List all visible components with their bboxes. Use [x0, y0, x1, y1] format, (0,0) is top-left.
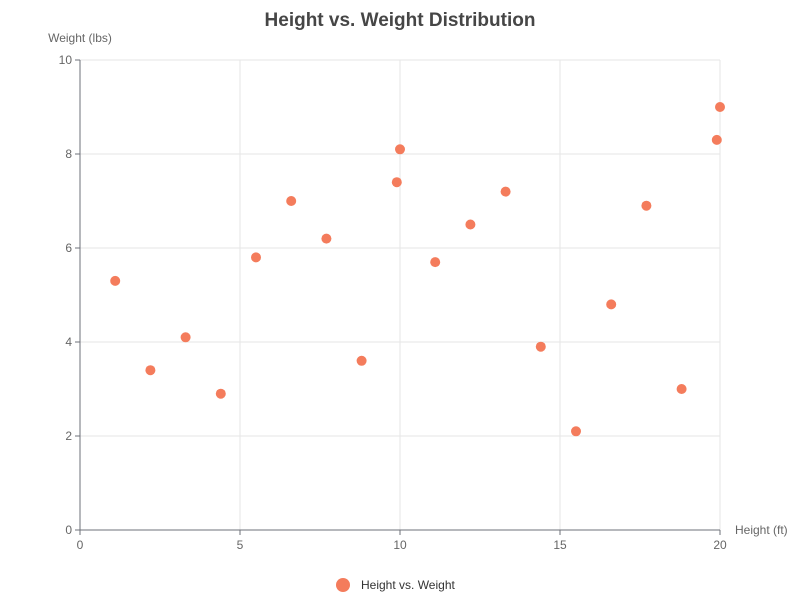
- legend[interactable]: Height vs. Weight: [336, 578, 455, 592]
- x-tick-label: 15: [553, 538, 567, 552]
- data-point[interactable]: [286, 196, 297, 206]
- x-axis-title: Height (ft): [735, 523, 788, 537]
- x-tick-label: 5: [237, 538, 244, 552]
- x-tick-label: 10: [393, 538, 407, 552]
- y-tick-label: 10: [59, 53, 73, 67]
- data-point[interactable]: [395, 144, 405, 155]
- data-point[interactable]: [641, 200, 652, 211]
- data-point[interactable]: [571, 426, 581, 437]
- data-point[interactable]: [391, 177, 402, 188]
- data-point[interactable]: [715, 102, 725, 112]
- data-point[interactable]: [711, 134, 722, 145]
- y-tick-label: 2: [65, 429, 72, 443]
- data-point[interactable]: [356, 355, 367, 366]
- data-point[interactable]: [110, 275, 121, 286]
- data-point[interactable]: [606, 299, 617, 310]
- legend-label: Height vs. Weight: [361, 578, 455, 592]
- x-tick-label: 0: [77, 538, 84, 552]
- data-point[interactable]: [430, 257, 441, 268]
- data-point[interactable]: [676, 384, 687, 394]
- y-axis-title: Weight (lbs): [48, 31, 112, 45]
- data-point[interactable]: [535, 341, 546, 352]
- x-tick-label: 20: [713, 538, 727, 552]
- y-tick-label: 6: [65, 241, 72, 255]
- data-point[interactable]: [500, 186, 511, 197]
- legend-marker-icon: [336, 578, 350, 592]
- data-point[interactable]: [180, 332, 191, 343]
- data-point[interactable]: [215, 388, 226, 399]
- y-tick-label: 8: [65, 147, 72, 161]
- data-point[interactable]: [251, 252, 261, 263]
- data-point[interactable]: [321, 233, 332, 244]
- y-tick-label: 0: [65, 523, 72, 537]
- data-point[interactable]: [465, 219, 476, 230]
- data-point[interactable]: [145, 365, 156, 376]
- y-tick-label: 4: [65, 335, 72, 349]
- chart-title: Height vs. Weight Distribution: [264, 10, 536, 31]
